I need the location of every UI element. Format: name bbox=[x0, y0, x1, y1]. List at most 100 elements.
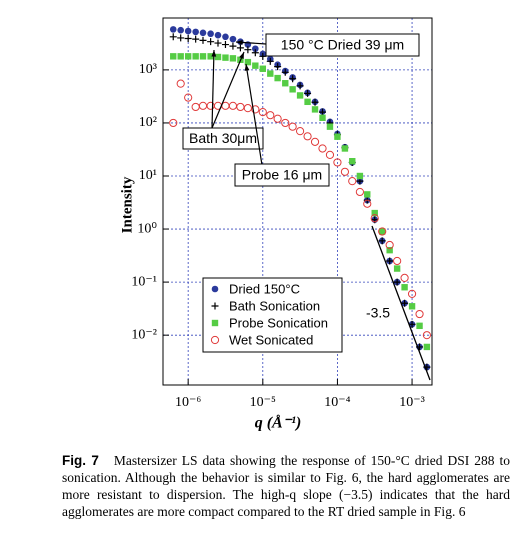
point bbox=[311, 106, 319, 113]
point bbox=[401, 284, 408, 291]
annotation-box bbox=[182, 127, 264, 150]
point bbox=[296, 82, 304, 90]
point bbox=[348, 177, 357, 186]
point bbox=[393, 256, 402, 266]
point bbox=[289, 75, 297, 83]
point bbox=[199, 29, 207, 37]
caption: Fig. 7 Mastersizer LS data showing the r… bbox=[62, 452, 510, 520]
y-tick-label: 10¹ bbox=[139, 168, 157, 183]
y-axis-label: Intensity bbox=[119, 176, 135, 233]
point bbox=[318, 144, 327, 153]
caption-label: Fig. 7 bbox=[62, 453, 99, 468]
y-tick-label: 10² bbox=[139, 115, 157, 130]
slope-line bbox=[371, 225, 431, 381]
arrow bbox=[211, 49, 215, 129]
x-tick-label: 10⁻⁶ bbox=[175, 395, 201, 410]
point bbox=[303, 132, 312, 141]
point bbox=[295, 127, 305, 136]
point bbox=[177, 26, 184, 34]
point bbox=[401, 299, 409, 307]
point bbox=[274, 74, 281, 82]
point bbox=[333, 158, 342, 167]
point bbox=[416, 322, 423, 330]
point bbox=[378, 228, 386, 235]
caption-text: Mastersizer LS data showing the response… bbox=[62, 453, 510, 519]
y-tick-label: 10⁻¹ bbox=[131, 274, 157, 289]
point bbox=[184, 53, 192, 60]
point bbox=[176, 79, 185, 88]
point bbox=[211, 319, 219, 327]
point bbox=[207, 38, 215, 46]
arrow-head bbox=[211, 50, 217, 57]
annotation-box bbox=[234, 163, 330, 187]
point bbox=[356, 172, 364, 180]
point bbox=[304, 98, 311, 106]
point bbox=[326, 123, 334, 130]
point bbox=[229, 35, 237, 43]
annotation: -3.5 bbox=[366, 305, 390, 321]
point bbox=[274, 63, 282, 71]
point bbox=[192, 28, 199, 36]
point bbox=[229, 55, 237, 62]
x-tick-label: 10⁻³ bbox=[399, 395, 425, 410]
arrow bbox=[245, 63, 263, 166]
point bbox=[341, 145, 349, 152]
point bbox=[191, 102, 200, 112]
point bbox=[211, 302, 219, 310]
point bbox=[349, 158, 356, 165]
point bbox=[210, 335, 220, 345]
point bbox=[244, 46, 252, 54]
chart: q (Å⁻¹) Intensity 10⁻⁶ 10⁻⁵ 10⁻⁴ 10⁻³ 10⁻² 10… bbox=[119, 17, 433, 432]
annotation-box bbox=[265, 33, 420, 57]
annotation: Bath 30μm bbox=[189, 130, 257, 146]
point bbox=[310, 137, 320, 146]
point bbox=[304, 89, 312, 97]
legend-label: Bath Sonication bbox=[229, 298, 320, 313]
point bbox=[296, 92, 304, 99]
point bbox=[169, 118, 178, 128]
point bbox=[169, 33, 177, 41]
point bbox=[378, 237, 386, 245]
legend-label: Dried 150°C bbox=[229, 281, 300, 296]
arrow-head bbox=[236, 40, 243, 45]
point bbox=[199, 53, 207, 60]
point bbox=[282, 80, 289, 87]
point bbox=[251, 49, 259, 57]
point bbox=[207, 30, 214, 38]
point bbox=[259, 52, 267, 60]
legend-label: Probe Sonication bbox=[229, 315, 328, 330]
point bbox=[363, 199, 372, 208]
point bbox=[214, 53, 222, 61]
point bbox=[251, 105, 260, 114]
point bbox=[266, 111, 275, 120]
point bbox=[355, 187, 364, 197]
point bbox=[319, 114, 326, 121]
point bbox=[281, 118, 290, 128]
point bbox=[236, 102, 245, 112]
point bbox=[259, 65, 266, 72]
point bbox=[408, 303, 416, 310]
point bbox=[385, 240, 394, 250]
point bbox=[222, 33, 229, 41]
point bbox=[177, 53, 184, 60]
point bbox=[207, 53, 214, 60]
point bbox=[422, 331, 431, 340]
point bbox=[386, 257, 394, 265]
point bbox=[184, 35, 192, 43]
point bbox=[222, 54, 229, 61]
point bbox=[289, 86, 296, 93]
point bbox=[192, 35, 200, 43]
x-axis-label: q (Å⁻¹) bbox=[255, 414, 302, 432]
point bbox=[199, 36, 207, 44]
point bbox=[184, 27, 192, 35]
arrow-head bbox=[239, 52, 244, 59]
x-tick-label: 10⁻⁴ bbox=[324, 395, 350, 410]
point bbox=[378, 227, 387, 236]
point bbox=[229, 42, 237, 50]
point bbox=[258, 108, 267, 117]
point bbox=[423, 343, 431, 351]
point bbox=[340, 167, 350, 176]
point bbox=[273, 114, 282, 123]
point bbox=[370, 214, 379, 223]
